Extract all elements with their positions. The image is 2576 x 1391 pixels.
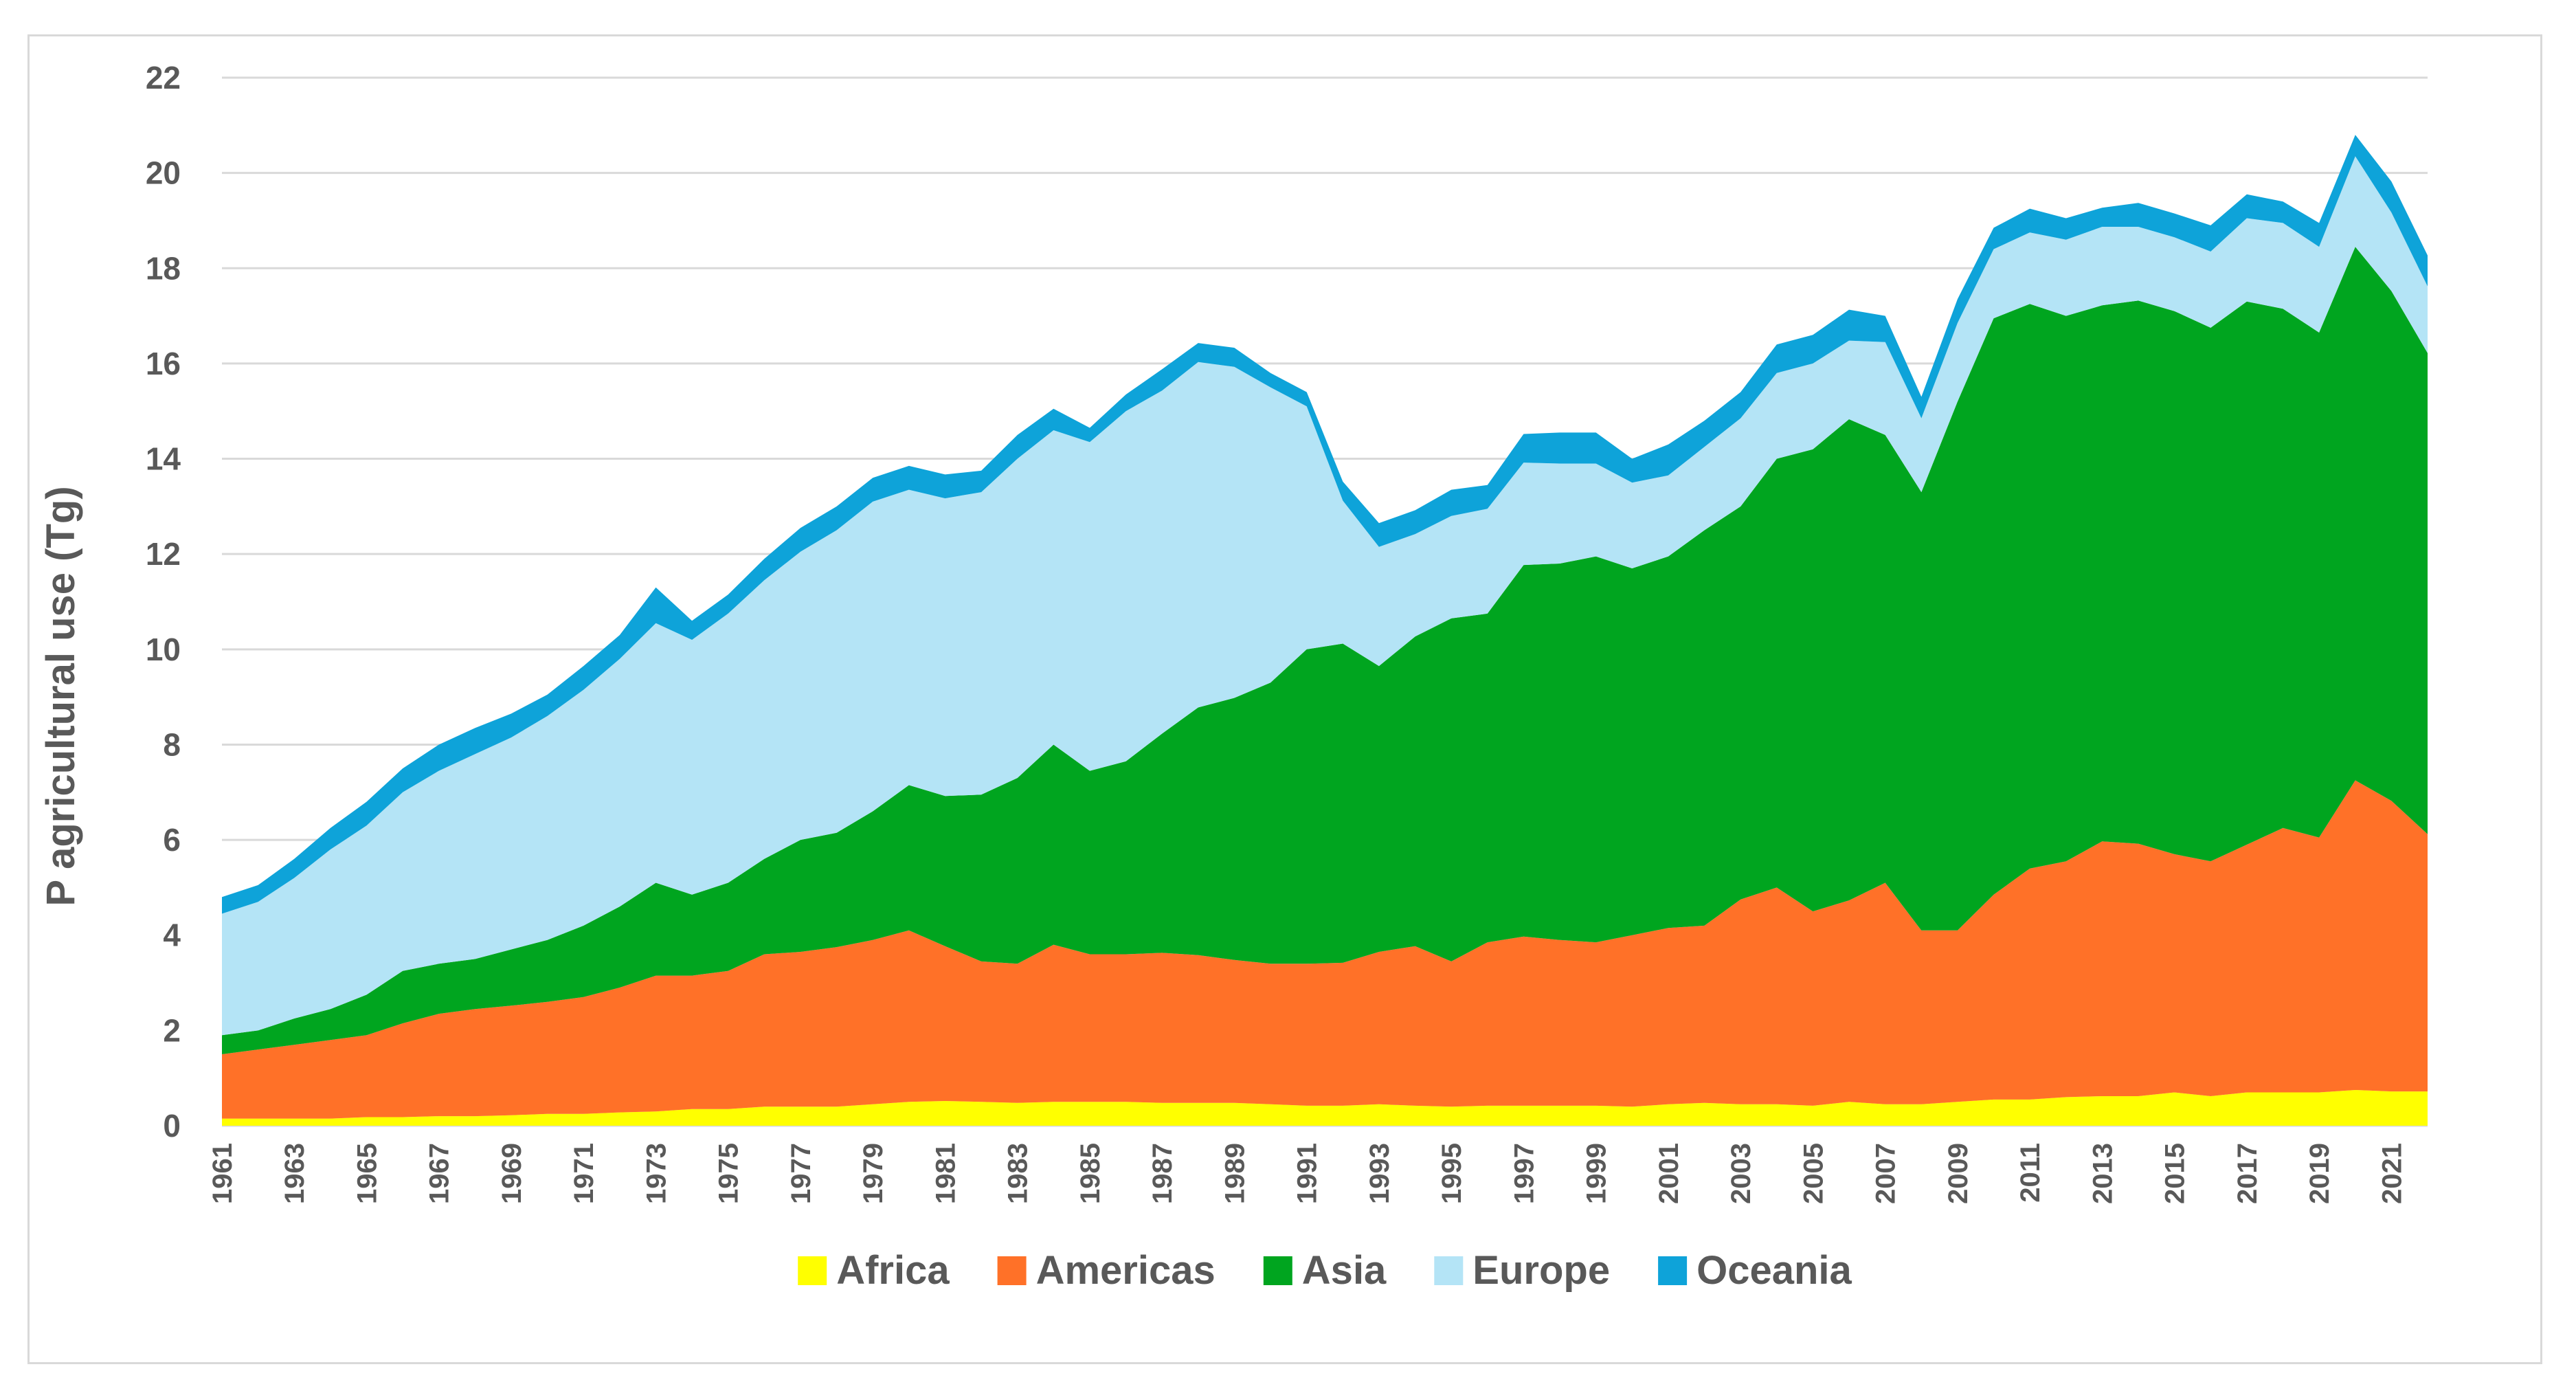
x-tick-label: 2005 (1798, 1143, 1828, 1204)
x-tick-label: 1993 (1365, 1143, 1395, 1204)
x-tick-label: 1971 (569, 1143, 599, 1204)
x-tick-label: 2017 (2232, 1143, 2263, 1204)
legend-swatch (1263, 1256, 1292, 1285)
chart-frame: 0 2 4 6 8 10 12 14 16 18 20 22 1961 1963 1965 1967 1969… (27, 34, 2542, 1364)
x-tick-label: 1997 (1509, 1143, 1539, 1204)
legend-item-europe: Europe (1434, 1248, 1610, 1293)
x-tick-label: 2009 (1943, 1143, 1973, 1204)
legend-label: Africa (836, 1248, 950, 1293)
y-tick-label: 8 (163, 726, 181, 762)
legend: Africa Americas Asia Europe Oceania (798, 1248, 1852, 1293)
x-tick-label: 1975 (714, 1143, 744, 1204)
x-tick-label: 1983 (1003, 1143, 1033, 1204)
x-tick-label: 2019 (2305, 1143, 2335, 1204)
x-tick-label: 1967 (425, 1143, 455, 1204)
area-europe (222, 156, 2428, 1036)
y-tick-label: 10 (146, 632, 181, 667)
x-tick-label: 1985 (1075, 1143, 1106, 1204)
y-tick-label: 22 (146, 60, 181, 96)
x-tick-label: 1995 (1437, 1143, 1467, 1204)
area-oceania (222, 135, 2428, 914)
legend-label: Europe (1472, 1248, 1610, 1293)
area-africa (222, 1090, 2428, 1126)
x-tick-label: 2003 (1726, 1143, 1756, 1204)
legend-swatch (1658, 1256, 1688, 1285)
x-tick-label: 1999 (1582, 1143, 1612, 1204)
x-tick-label: 1987 (1147, 1143, 1178, 1204)
legend-label: Americas (1036, 1248, 1216, 1293)
area-americas (222, 780, 2428, 1119)
legend-swatch (798, 1256, 827, 1285)
x-tick-label: 2001 (1654, 1143, 1684, 1204)
x-tick-label: 1989 (1220, 1143, 1250, 1204)
area-asia (222, 247, 2428, 1055)
x-tick-label: 2011 (2015, 1143, 2046, 1203)
stacked-areas (222, 135, 2428, 1126)
legend-swatch (1434, 1256, 1464, 1285)
area-chart: 0 2 4 6 8 10 12 14 16 18 20 22 1961 1963 1965 1967 1969… (38, 60, 2428, 1293)
legend-item-africa: Africa (798, 1248, 950, 1293)
y-tick-label: 4 (163, 917, 181, 953)
y-tick-label: 2 (163, 1012, 181, 1048)
x-tick-label: 2015 (2160, 1143, 2191, 1204)
x-tick-label: 1973 (642, 1143, 672, 1204)
y-tick-label: 18 (146, 250, 181, 286)
x-tick-label: 1963 (280, 1143, 310, 1204)
y-tick-label: 0 (163, 1108, 181, 1144)
legend-item-americas: Americas (997, 1248, 1216, 1293)
x-tick-label: 2013 (2087, 1143, 2118, 1204)
y-tick-label: 14 (146, 441, 181, 477)
legend-label: Oceania (1696, 1248, 1852, 1293)
y-tick-label: 16 (146, 346, 181, 381)
y-tick-label: 20 (146, 155, 181, 191)
legend-item-oceania: Oceania (1658, 1248, 1852, 1293)
x-axis-ticks: 1961 1963 1965 1967 1969 1971 1973 1975 1977 1979… (208, 1143, 2407, 1204)
y-tick-label: 12 (146, 536, 181, 572)
x-tick-label: 1961 (208, 1143, 238, 1204)
x-tick-label: 2007 (1871, 1143, 1901, 1204)
x-tick-label: 1977 (786, 1143, 816, 1204)
y-tick-label: 6 (163, 822, 181, 858)
x-tick-label: 1979 (858, 1143, 888, 1204)
legend-item-asia: Asia (1263, 1248, 1387, 1293)
x-tick-label: 1969 (497, 1143, 527, 1204)
x-tick-label: 1981 (931, 1143, 961, 1204)
y-axis-title: P agricultural use (Tg) (38, 486, 83, 906)
legend-swatch (997, 1256, 1027, 1285)
x-tick-label: 1991 (1292, 1143, 1323, 1204)
legend-label: Asia (1302, 1248, 1387, 1293)
y-axis-ticks: 0 2 4 6 8 10 12 14 16 18 20 22 (146, 60, 181, 1144)
x-tick-label: 2021 (2377, 1143, 2407, 1204)
x-tick-label: 1965 (352, 1143, 383, 1204)
